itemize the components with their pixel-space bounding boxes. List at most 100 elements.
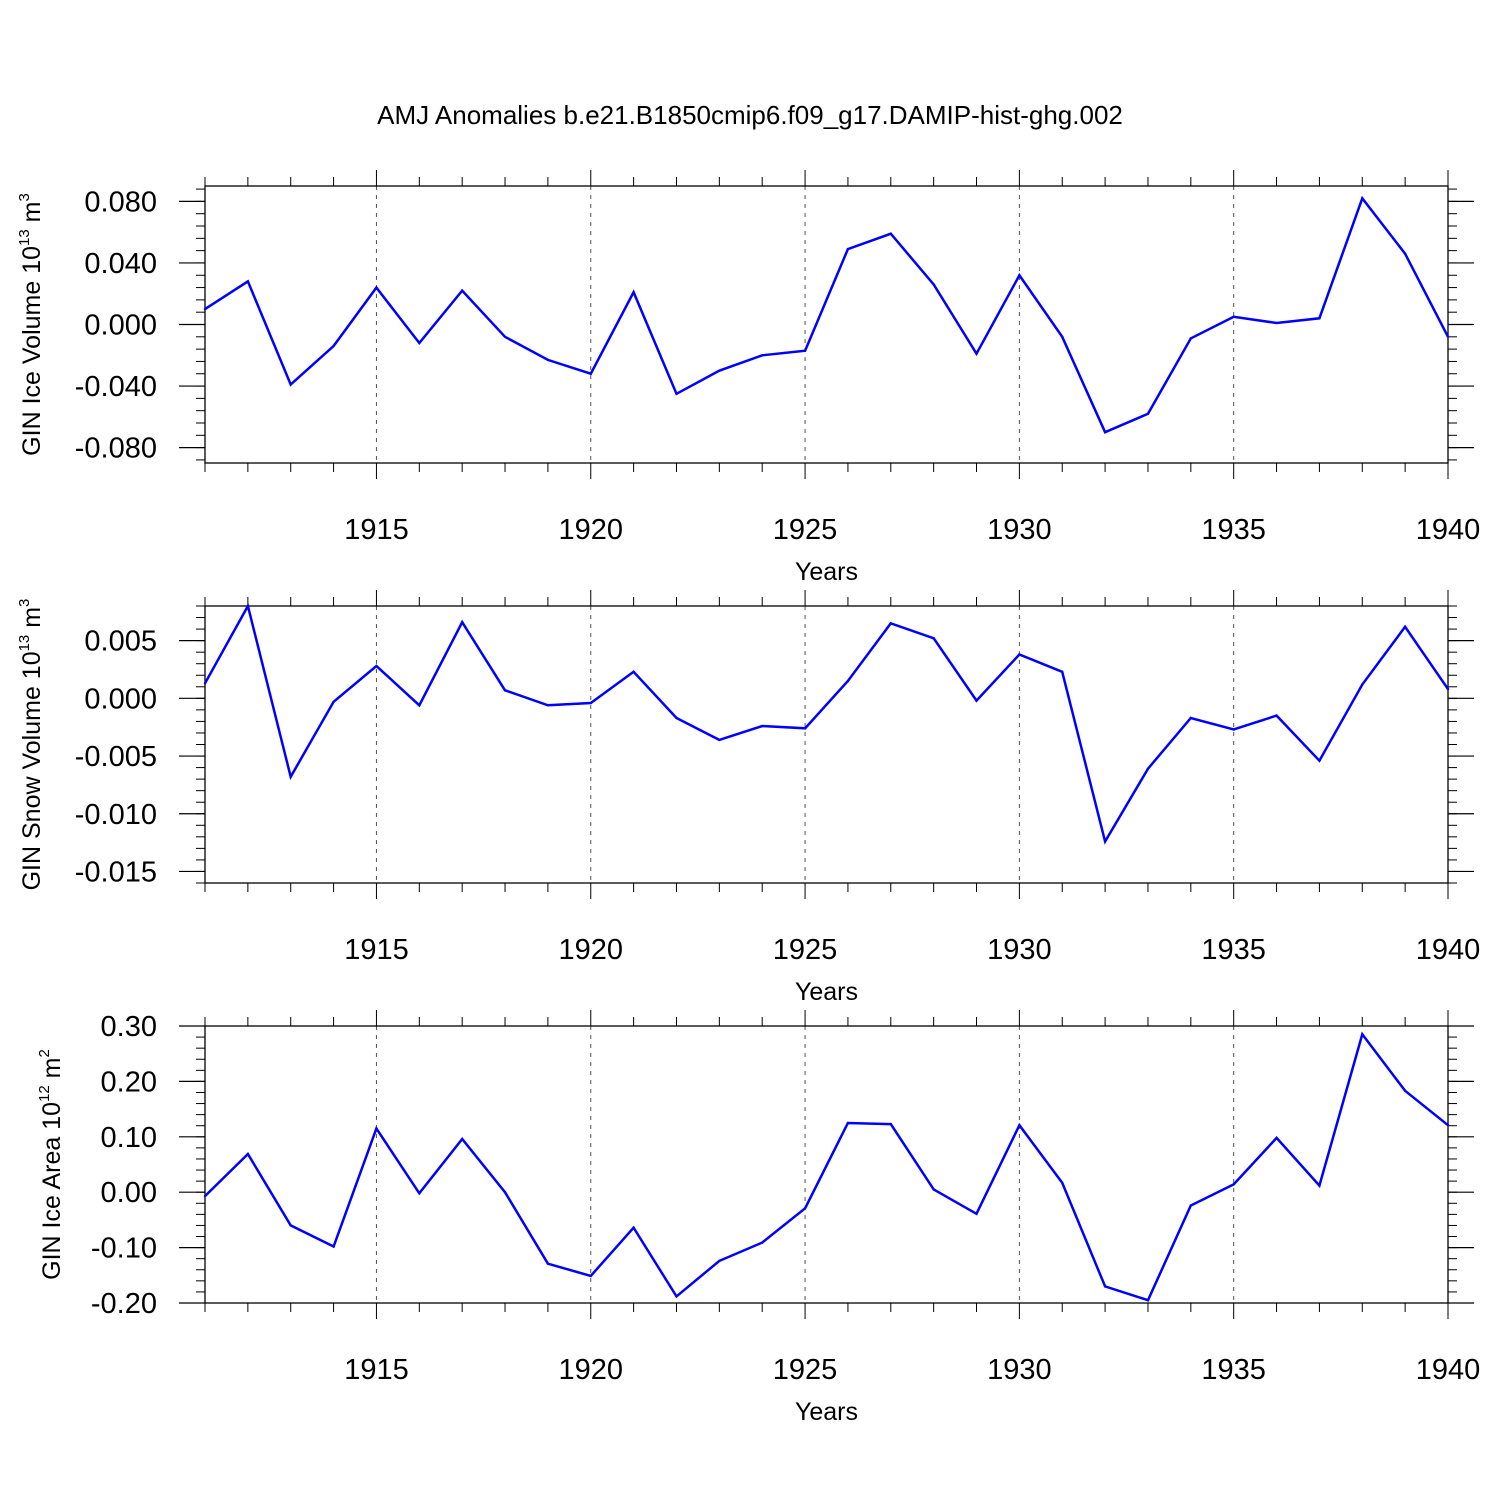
data-point (1146, 767, 1150, 770)
data-point (846, 247, 850, 251)
y-axis-label: GIN Ice Volume 1013 m3 (16, 193, 46, 456)
data-point (246, 280, 250, 283)
data-point (1189, 337, 1193, 340)
data-point (375, 286, 378, 289)
y-tick-label: 0.00 (101, 1177, 157, 1209)
data-point (1061, 1181, 1064, 1184)
data-point (761, 1241, 764, 1244)
data-point (1446, 687, 1450, 691)
y-tick-label: -0.015 (75, 856, 157, 888)
data-point (332, 700, 335, 703)
series-line-ice-volume (204, 195, 1450, 434)
x-tick-label: 1920 (559, 514, 624, 546)
data-point (718, 738, 721, 742)
data-point (1232, 728, 1235, 731)
data-point (675, 716, 678, 720)
data-point (803, 727, 807, 730)
data-point (246, 604, 250, 608)
x-axis-label: Years (795, 558, 858, 586)
data-point (1361, 1033, 1364, 1036)
y-tick-label: -0.10 (91, 1233, 157, 1265)
data-point (1103, 1285, 1107, 1288)
data-point (418, 1192, 421, 1195)
data-point (332, 1245, 335, 1248)
data-point (675, 392, 678, 395)
data-point (1232, 1183, 1235, 1186)
panel-snow-volume: -0.015 -0.010 -0.005 0.000 0.005 1915 1920 1925… (16, 590, 1480, 1006)
series-line-snow-volume (203, 602, 1450, 845)
data-point (1018, 653, 1021, 656)
data-point (1318, 317, 1321, 320)
x-tick-label: 1915 (344, 514, 409, 546)
data-point (203, 307, 207, 311)
data-point (803, 349, 807, 352)
y-tick-label: 0.000 (84, 310, 157, 342)
data-point (289, 775, 292, 779)
data-point (203, 682, 207, 685)
data-point (1361, 683, 1364, 686)
y-tick-label: 0.040 (84, 248, 157, 280)
data-point (1403, 1089, 1407, 1093)
data-point (1018, 274, 1021, 277)
data-point (932, 637, 935, 640)
data-point (632, 290, 635, 294)
data-point (803, 1207, 807, 1210)
data-point (460, 620, 464, 624)
x-tick-label: 1935 (1201, 934, 1266, 966)
data-point (889, 622, 892, 625)
data-point (460, 289, 464, 292)
data-point (761, 354, 764, 357)
data-point (718, 369, 721, 372)
y-axis-label: GIN Ice Area 1012 m2 (36, 1049, 66, 1280)
x-tick-label: 1925 (773, 514, 838, 546)
data-point (1146, 1299, 1150, 1302)
x-tick-label: 1925 (773, 934, 838, 966)
x-tick-label: 1915 (344, 1354, 409, 1386)
data-point (1446, 1123, 1450, 1127)
y-tick-label: 0.20 (101, 1066, 157, 1098)
chart-title: AMJ Anomalies b.e21.B1850cmip6.f09_g17.D… (377, 100, 1123, 130)
y-tick-label: -0.20 (91, 1288, 157, 1320)
data-point (289, 1224, 292, 1227)
data-point (1275, 1136, 1278, 1140)
data-point (718, 1259, 721, 1263)
data-point (1061, 670, 1064, 673)
data-point (932, 283, 935, 286)
x-tick-label: 1935 (1201, 1354, 1266, 1386)
data-point (589, 701, 592, 705)
data-point (203, 1194, 207, 1198)
x-axis-label: Years (795, 1398, 858, 1426)
data-point (546, 358, 550, 362)
y-tick-label: -0.010 (75, 799, 157, 831)
data-point (1232, 315, 1235, 319)
data-point (375, 1127, 378, 1130)
y-tick-label: 0.080 (84, 186, 157, 218)
y-tick-label: -0.005 (75, 741, 157, 773)
data-point (846, 679, 850, 683)
x-tick-label: 1930 (987, 934, 1052, 966)
data-point (975, 699, 978, 702)
data-point (846, 1121, 850, 1125)
data-point (1103, 840, 1107, 843)
x-axis-label: Years (795, 978, 858, 1006)
data-point (503, 1191, 507, 1194)
data-point (932, 1188, 935, 1191)
data-point (1275, 321, 1278, 325)
data-point (375, 664, 378, 668)
x-tick-label: 1930 (987, 514, 1052, 546)
x-tick-label: 1940 (1416, 514, 1481, 546)
x-tick-label: 1925 (773, 1354, 838, 1386)
data-point (1061, 335, 1064, 339)
data-point (1318, 759, 1321, 762)
data-point (546, 704, 550, 707)
data-point (460, 1137, 464, 1141)
y-tick-label: 0.30 (101, 1011, 157, 1043)
data-point (589, 372, 592, 375)
data-point (589, 1274, 592, 1278)
y-axis-label: GIN Snow Volume 1013 m3 (16, 599, 46, 891)
x-tick-label: 1915 (344, 934, 409, 966)
x-tick-label: 1930 (987, 1354, 1052, 1386)
data-point (975, 352, 978, 355)
y-tick-label: 0.005 (84, 626, 157, 658)
